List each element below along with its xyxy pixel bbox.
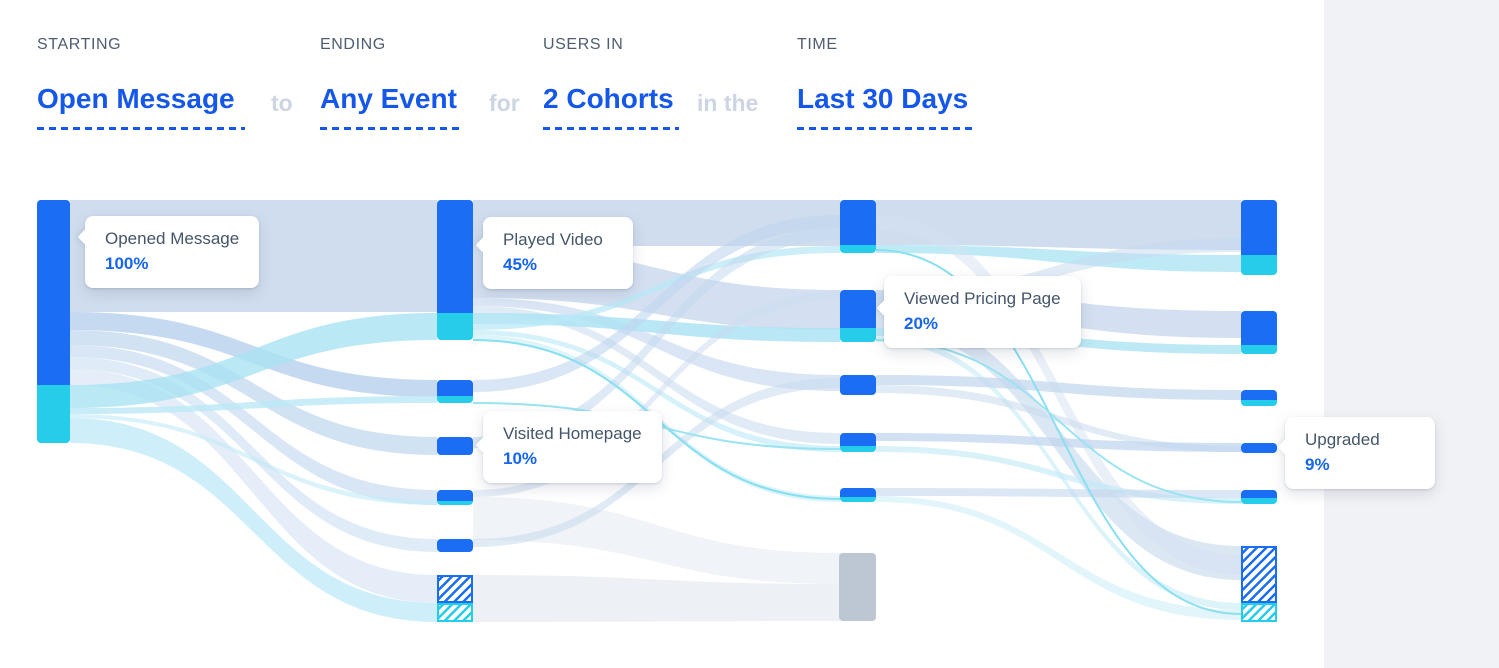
tooltip-opened-message: Opened Message 100% <box>77 216 260 288</box>
connector-in-the: in the <box>697 90 759 116</box>
sankey-node-c4-5[interactable] <box>1241 490 1277 504</box>
cohort-1-segment <box>1241 311 1277 345</box>
sankey-node-c4-3[interactable] <box>1241 390 1277 406</box>
cohort-2-segment <box>1241 255 1277 275</box>
tooltip-title: Visited Homepage <box>503 424 642 443</box>
cohorts-dropdown[interactable]: 2 Cohorts <box>543 83 674 114</box>
dropdown-underline <box>320 126 460 130</box>
cohort-2-segment <box>437 313 473 340</box>
tooltip-visited-homepage: Visited Homepage 10% <box>475 411 662 483</box>
sankey-node-c1-opened-message[interactable] <box>37 200 70 443</box>
cohort-1-segment <box>840 488 876 497</box>
connector-to: to <box>271 90 293 116</box>
cohort-1-segment <box>840 375 876 395</box>
cohort-2-segment <box>1241 498 1277 504</box>
cohort-2-segment <box>437 396 473 403</box>
dropdown-underline <box>37 126 245 130</box>
sankey-node-c2-2[interactable] <box>437 380 473 403</box>
sankey-node-c4-2[interactable] <box>1241 311 1277 354</box>
tooltip-percentage: 9% <box>1305 455 1330 474</box>
query-group-time: TIME Last 30 Days <box>797 36 975 130</box>
sankey-node-c3-5[interactable] <box>840 488 876 502</box>
query-group-ending: ENDING Any Event <box>320 36 460 130</box>
tooltip-percentage: 45% <box>503 255 538 274</box>
query-label-starting: STARTING <box>37 36 122 53</box>
cohort-1-segment <box>840 290 876 328</box>
sankey-node-c4-1[interactable] <box>1241 200 1277 275</box>
cohort-2-segment <box>37 385 70 443</box>
cohort-2-segment <box>840 245 876 253</box>
cohort-1-segment <box>1241 200 1277 255</box>
query-group-users-in: USERS IN 2 Cohorts <box>543 36 679 130</box>
tooltip-viewed-pricing-page: Viewed Pricing Page 20% <box>876 276 1081 348</box>
sankey-node-c4-excluded[interactable] <box>1241 546 1277 622</box>
tooltip-title: Upgraded <box>1305 430 1380 449</box>
query-label-ending: ENDING <box>320 36 386 53</box>
cohort-1-segment <box>437 490 473 501</box>
query-group-starting: STARTING Open Message <box>37 36 245 130</box>
cohort-2-segment <box>840 497 876 502</box>
cohort-2-segment <box>840 446 876 452</box>
cohort-1-segment <box>37 200 70 385</box>
ending-event-dropdown[interactable]: Any Event <box>320 83 457 114</box>
cohort-2-excluded-segment <box>437 603 473 622</box>
side-panel <box>1324 0 1499 668</box>
sankey-node-c2-excluded[interactable] <box>437 575 473 622</box>
sankey-node-c4-upgraded[interactable] <box>1241 443 1277 453</box>
cohort-1-segment <box>437 200 473 313</box>
starting-event-dropdown[interactable]: Open Message <box>37 83 235 114</box>
cohort-1-segment <box>1241 390 1277 400</box>
sankey-node-c3-viewed-pricing[interactable] <box>840 290 876 342</box>
tooltip-percentage: 20% <box>904 314 939 333</box>
cohort-1-segment <box>840 200 876 245</box>
sankey-node-c3-1[interactable] <box>840 200 876 253</box>
cohort-1-segment <box>437 437 473 455</box>
cohort-1-excluded-segment <box>1241 546 1277 603</box>
dropdown-underline <box>543 126 679 130</box>
cohort-1-segment <box>437 380 473 396</box>
query-label-users-in: USERS IN <box>543 36 624 53</box>
sankey-node-c2-visited-homepage[interactable] <box>437 437 473 455</box>
tooltip-title: Viewed Pricing Page <box>904 289 1061 308</box>
tooltip-title: Opened Message <box>105 229 240 248</box>
sankey-node-c3-4[interactable] <box>840 433 876 452</box>
sankey-node-c2-4[interactable] <box>437 490 473 505</box>
cohort-2-segment <box>840 328 876 342</box>
cohort-1-segment <box>1241 443 1277 453</box>
cohort-2-segment <box>1241 400 1277 406</box>
cohort-1-segment <box>1241 490 1277 498</box>
tooltip-upgraded: Upgraded 9% <box>1277 417 1435 489</box>
dropdown-underline <box>797 126 975 130</box>
query-label-time: TIME <box>797 36 838 53</box>
tooltip-percentage: 10% <box>503 449 538 468</box>
connector-for: for <box>489 90 520 116</box>
cohort-2-segment <box>1241 345 1277 354</box>
cohort-2-excluded-segment <box>1241 603 1277 622</box>
cohort-1-segment <box>437 539 473 552</box>
tooltip-title: Played Video <box>503 230 603 249</box>
cohort-1-excluded-segment <box>437 575 473 603</box>
sankey-node-c2-played-video[interactable] <box>437 200 473 340</box>
tooltip-percentage: 100% <box>105 254 149 273</box>
sankey-node-c2-5[interactable] <box>437 539 473 552</box>
cohort-2-segment <box>437 501 473 505</box>
cohort-1-segment <box>840 433 876 446</box>
tooltip-played-video: Played Video 45% <box>475 217 633 289</box>
time-range-dropdown[interactable]: Last 30 Days <box>797 83 969 114</box>
sankey-node-c3-dropoff[interactable] <box>839 553 876 621</box>
sankey-node-c3-3[interactable] <box>840 375 876 395</box>
